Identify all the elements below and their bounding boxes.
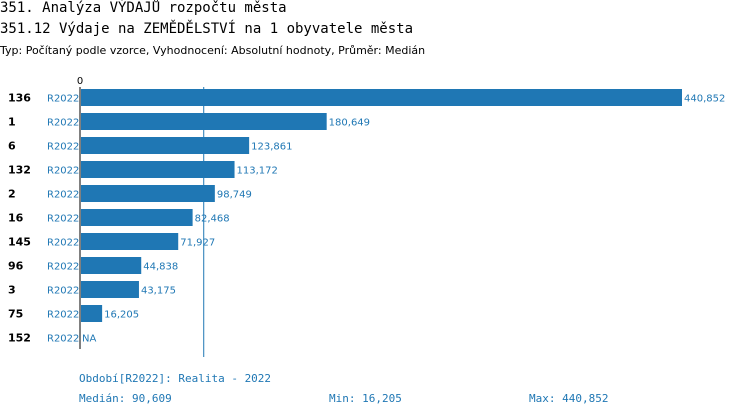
row-id-label: 16 [8, 212, 24, 225]
type-description: Typ: Počítaný podle vzorce, Vyhodnocení:… [0, 44, 426, 57]
value-label: 123,861 [251, 142, 292, 153]
value-label: 82,468 [195, 214, 230, 225]
row-period-label: R2022 [47, 118, 79, 129]
value-label: 440,852 [684, 94, 725, 105]
chart-subtitle: 351.12 Výdaje na ZEMĚDĚLSTVÍ na 1 obyvat… [0, 21, 414, 37]
bars [81, 89, 682, 322]
axis: 0 [77, 76, 205, 357]
value-label: 43,175 [141, 286, 176, 297]
value-label: 98,749 [217, 190, 252, 201]
row-period-label: R2022 [47, 334, 79, 345]
value-label: NA [82, 334, 96, 345]
footer-min: Min: 16,205 [329, 392, 402, 405]
row-period-label: R2022 [47, 262, 79, 273]
row-id-label: 75 [8, 308, 23, 321]
bar [81, 233, 179, 250]
bar [81, 257, 142, 274]
value-label: 113,172 [237, 166, 278, 177]
row-labels: 136 R2022 440,852 1 R2022 180,649 6 R2022 123,86… [8, 92, 725, 345]
bar [81, 305, 103, 322]
value-label: 180,649 [329, 118, 370, 129]
value-label: 16,205 [104, 310, 139, 321]
row-period-label: R2022 [47, 94, 79, 105]
row-id-label: 3 [8, 284, 16, 297]
footer-median: Medián: 90,609 [79, 392, 172, 405]
row-period-label: R2022 [47, 310, 79, 321]
row-period-label: R2022 [47, 190, 79, 201]
row-id-label: 6 [8, 140, 16, 153]
row-id-label: 2 [8, 188, 16, 201]
x-tick-label: 0 [77, 76, 83, 87]
row-period-label: R2022 [47, 238, 79, 249]
row-id-label: 96 [8, 260, 24, 273]
bar [81, 137, 250, 154]
row-period-label: R2022 [47, 142, 79, 153]
value-label: 71,927 [180, 238, 215, 249]
chart-title: 351. Analýza VÝDAJŮ rozpočtu města [0, 0, 287, 16]
bar [81, 209, 193, 226]
footer-max: Max: 440,852 [529, 392, 609, 405]
row-id-label: 145 [8, 236, 31, 249]
bar [81, 161, 235, 178]
bar [81, 89, 682, 106]
bar [81, 113, 327, 130]
bar [81, 185, 215, 202]
footer-period: Období[R2022]: Realita - 2022 [79, 372, 272, 385]
row-id-label: 152 [8, 332, 31, 345]
bar [81, 281, 139, 298]
row-id-label: 136 [8, 92, 31, 105]
row-id-label: 132 [8, 164, 31, 177]
value-label: 44,838 [143, 262, 178, 273]
row-period-label: R2022 [47, 214, 79, 225]
row-id-label: 1 [8, 116, 16, 129]
row-period-label: R2022 [47, 286, 79, 297]
row-period-label: R2022 [47, 166, 79, 177]
